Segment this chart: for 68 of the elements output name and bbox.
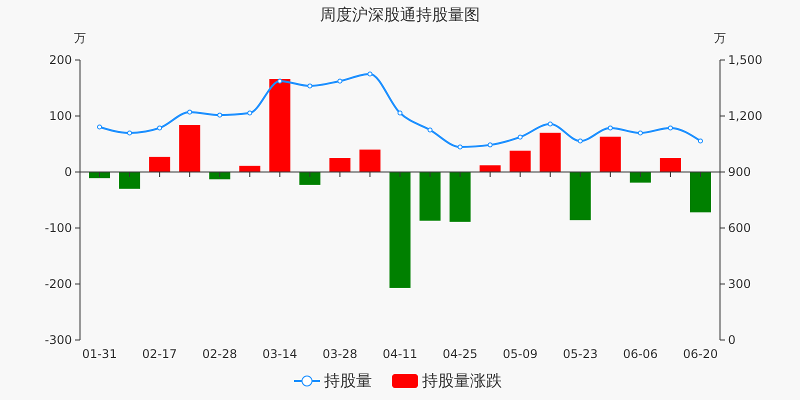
y2-tick-label: 900 <box>728 165 751 180</box>
bar <box>510 150 531 172</box>
bar <box>299 172 320 185</box>
point <box>97 124 102 130</box>
bar <box>630 172 651 183</box>
point <box>277 78 282 84</box>
point <box>488 142 493 148</box>
bar <box>239 166 260 172</box>
y2-tick-label: 300 <box>728 277 751 292</box>
point <box>608 125 613 130</box>
bar <box>660 158 681 172</box>
y-tick-label: -100 <box>44 221 72 236</box>
bar <box>600 136 621 172</box>
point <box>428 128 433 132</box>
x-tick-label: 04-11 <box>382 347 418 361</box>
point <box>367 72 372 76</box>
point <box>548 122 553 127</box>
y2-tick-label: 600 <box>728 221 751 236</box>
bar <box>269 79 290 172</box>
bar <box>179 124 200 172</box>
point <box>668 125 673 130</box>
point <box>127 130 132 136</box>
bar <box>209 172 230 180</box>
point <box>247 110 252 116</box>
bar <box>450 172 471 222</box>
point <box>518 134 523 140</box>
x-tick-label: 01-31 <box>82 347 117 361</box>
bar <box>149 156 170 172</box>
point <box>157 125 162 130</box>
x-tick-label: 02-28 <box>202 347 238 361</box>
legend-label: 持股量 <box>324 371 372 390</box>
point <box>307 83 312 88</box>
x-tick-label: 06-06 <box>622 347 658 361</box>
y2-tick-label: 0 <box>728 333 736 348</box>
x-tick-label: 05-09 <box>502 347 538 361</box>
point <box>398 110 402 116</box>
point <box>217 112 222 118</box>
y-tick-label: 0 <box>64 165 72 180</box>
point <box>698 138 703 144</box>
x-tick-label: 04-25 <box>442 347 478 361</box>
point <box>578 138 583 144</box>
y-tick-label: -200 <box>44 277 72 292</box>
x-tick-label: 03-14 <box>262 347 298 361</box>
bar <box>540 132 561 172</box>
x-tick-label: 03-28 <box>322 347 358 361</box>
y-tick-label: -300 <box>44 333 72 348</box>
point <box>187 110 192 115</box>
x-tick-label: 05-23 <box>562 347 598 361</box>
bar <box>420 172 441 221</box>
bar <box>389 172 411 288</box>
point <box>638 130 643 136</box>
y2-axis-title: 万 <box>714 31 726 45</box>
chart-title: 周度沪深股通持股量图 <box>320 5 480 24</box>
y2-tick-label: 1,500 <box>728 53 762 68</box>
x-tick-label: 06-20 <box>683 347 718 361</box>
bar <box>329 158 350 172</box>
y-tick-label: 100 <box>49 109 72 124</box>
legend-label: 持股量涨跌 <box>422 371 502 390</box>
x-tick-label: 02-17 <box>142 347 178 361</box>
point <box>337 78 342 84</box>
point <box>458 144 463 150</box>
y2-tick-label: 1,200 <box>728 109 762 124</box>
bar <box>119 172 140 189</box>
y-axis-title: 万 <box>74 31 86 45</box>
bar <box>690 172 711 212</box>
bar <box>570 172 591 220</box>
y-tick-label: 200 <box>49 53 72 68</box>
bar <box>359 150 380 172</box>
